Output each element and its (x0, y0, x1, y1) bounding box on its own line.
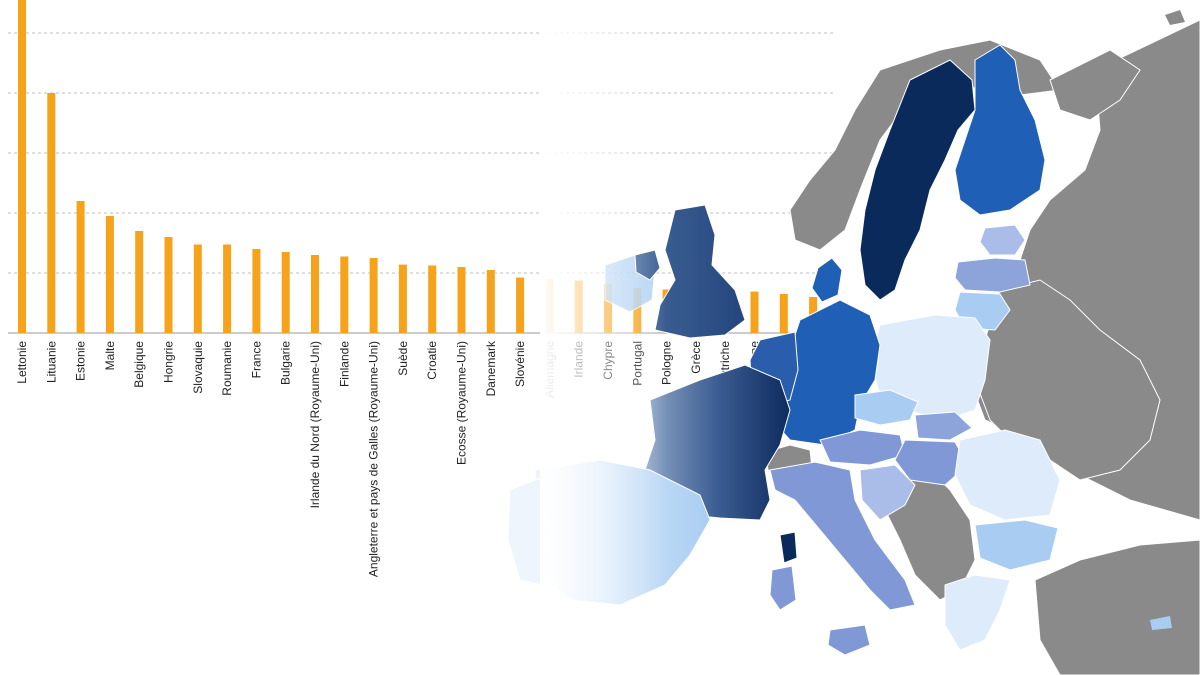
map-romania (954, 429, 1061, 521)
bar-14 (428, 265, 437, 333)
bar-11 (340, 256, 349, 333)
map-turkey (1034, 539, 1200, 675)
category-label-9: Bulgarie (279, 341, 293, 385)
bar-16 (486, 270, 495, 333)
category-label-13: Suède (396, 341, 410, 376)
category-label-15: Ecosse (Royaume-Uni) (455, 341, 469, 465)
category-label-12: Angleterre et pays de Galles (Royaume-Un… (367, 341, 381, 577)
bar-0 (18, 0, 26, 333)
map-iceland-small (1165, 10, 1185, 25)
bar-1 (47, 93, 56, 333)
map-finland (954, 44, 1046, 216)
bar-3 (105, 216, 114, 333)
category-label-5: Hongrie (162, 341, 176, 383)
category-label-16: Danemark (484, 340, 498, 396)
bar-13 (398, 264, 407, 333)
category-label-11: Finlande (337, 341, 351, 387)
category-label-8: France (249, 341, 263, 379)
bar-17 (516, 277, 525, 333)
map-greece (944, 574, 1011, 651)
map-latvia (954, 257, 1031, 293)
bar-7 (223, 244, 232, 333)
category-label-2: Estonie (74, 341, 88, 381)
bar-4 (135, 231, 144, 333)
map-kola (1049, 49, 1141, 121)
map-cyprus-small (1150, 616, 1172, 630)
category-label-1: Lituanie (44, 341, 58, 383)
category-label-14: Croatie (425, 341, 439, 380)
blend-fade (540, 0, 900, 675)
map-slovakia (914, 411, 973, 441)
category-label-3: Malte (103, 341, 117, 371)
category-label-4: Belgique (132, 341, 146, 388)
category-label-6: Slovaquie (191, 341, 205, 394)
map-bulgaria (974, 519, 1059, 571)
bar-5 (164, 237, 173, 333)
category-label-17: Slovénie (513, 341, 527, 387)
bar-8 (252, 249, 261, 333)
bar-15 (457, 267, 466, 333)
category-label-10: Irlande du Nord (Royaume-Uni) (308, 341, 322, 508)
category-label-0: Lettonie (15, 341, 29, 384)
bar-9 (281, 252, 290, 333)
bar-12 (369, 258, 378, 333)
bar-10 (311, 255, 319, 333)
map-estonia (979, 224, 1026, 256)
bar-6 (193, 244, 202, 333)
bar-2 (76, 201, 85, 333)
category-label-7: Roumanie (220, 341, 234, 396)
